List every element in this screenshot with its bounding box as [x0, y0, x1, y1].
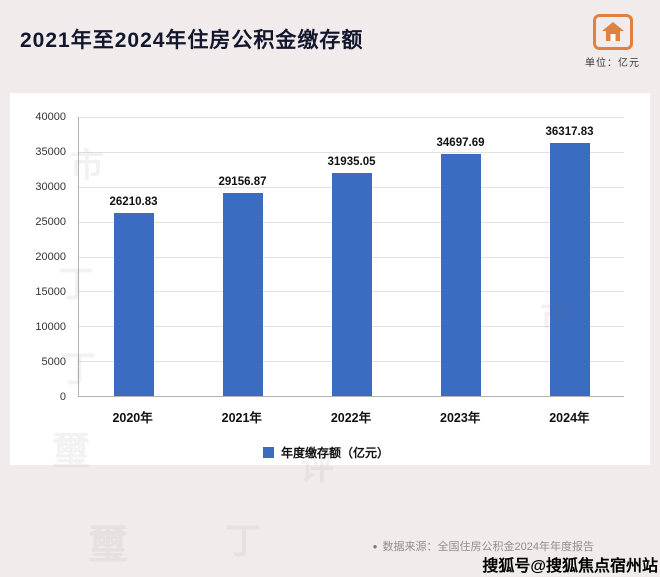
y-axis-labels: 0 5000 10000 15000 20000 25000 30000 35000 40000 — [28, 111, 72, 403]
y-tick-label: 35000 — [35, 146, 66, 158]
gridline — [79, 151, 624, 153]
source-note: ● 数据来源：全国住房公积金2024年年度报告 — [373, 538, 594, 554]
bars: 26210.83 29156.87 31935.05 34697.69 36317.83 — [79, 117, 624, 396]
x-tick-label: 2024年 — [549, 411, 590, 425]
page-title: 2021年至2024年住房公积金缴存额 — [20, 29, 364, 52]
bar — [331, 173, 372, 396]
x-tick-label: 2021年 — [221, 411, 262, 425]
bar-value-label: 34697.69 — [436, 136, 485, 149]
bar-chart: 0 5000 10000 15000 20000 25000 30000 35000 40000… — [28, 111, 624, 461]
legend-marker-icon — [262, 447, 274, 458]
bar — [113, 213, 154, 396]
bar-column: 34697.69 — [406, 117, 515, 396]
legend-label: 年度缴存额（亿元） — [280, 446, 389, 460]
bar-value-label: 26210.83 — [109, 196, 158, 209]
plot-area: 26210.83 29156.87 31935.05 34697.69 36317.83 — [78, 117, 624, 397]
bullet-icon: ● — [372, 542, 378, 551]
bar — [440, 153, 481, 396]
unit-label: 单位：亿元 — [585, 58, 640, 69]
chart-card: 0 5000 10000 15000 20000 25000 30000 35000 40000… — [10, 93, 650, 465]
bar — [222, 192, 263, 396]
bar-column: 36317.83 — [515, 117, 624, 396]
y-tick-label: 10000 — [35, 321, 66, 333]
x-tick-label: 2020年 — [112, 411, 153, 425]
y-tick-label: 30000 — [35, 181, 66, 193]
y-tick-label: 0 — [59, 391, 66, 403]
bar-value-label: 29156.87 — [218, 175, 267, 188]
watermark-glyph: 丁 — [225, 520, 262, 561]
bar-value-label: 31935.05 — [327, 156, 376, 169]
x-axis-labels: 2020年 2021年 2022年 2023年 2024年 — [78, 397, 624, 426]
x-tick-label: 2023年 — [440, 411, 481, 425]
house-icon — [585, 14, 640, 50]
bar — [549, 142, 590, 396]
y-tick-label: 20000 — [35, 251, 66, 263]
publisher-watermark: 搜狐号@搜狐焦点宿州站 — [482, 558, 658, 575]
x-tick-label: 2022年 — [330, 411, 372, 425]
y-tick-label: 15000 — [35, 286, 66, 298]
y-tick-label: 5000 — [41, 356, 66, 368]
source-text: 数据来源：全国住房公积金2024年年度报告 — [382, 541, 594, 553]
header: 2021年至2024年住房公积金缴存额 单位：亿元 — [0, 0, 660, 92]
gridline — [79, 117, 624, 118]
bar-value-label: 36317.83 — [545, 125, 594, 138]
legend: 年度缴存额（亿元） — [28, 444, 624, 461]
unit-block: 单位：亿元 — [585, 14, 640, 69]
bar-column: 26210.83 — [79, 117, 188, 396]
bar-column: 31935.05 — [297, 117, 406, 396]
y-tick-label: 40000 — [35, 111, 66, 123]
y-tick-label: 25000 — [35, 216, 66, 228]
bar-column: 29156.87 — [188, 117, 297, 396]
watermark-glyph: 璽 — [88, 523, 128, 567]
